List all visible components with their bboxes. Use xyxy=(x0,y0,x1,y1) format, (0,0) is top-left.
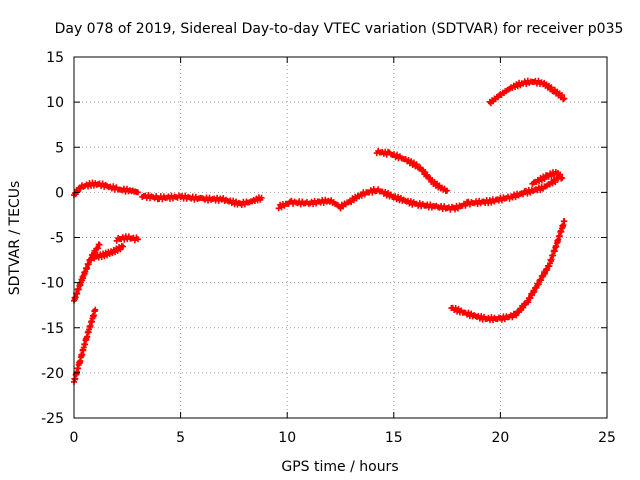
series-track-b xyxy=(139,192,265,208)
data-point xyxy=(561,218,568,225)
data-point xyxy=(520,304,527,311)
data-point xyxy=(513,312,520,319)
data-point xyxy=(96,241,103,248)
x-tick-label: 20 xyxy=(491,430,509,446)
y-tick-label: -10 xyxy=(41,276,64,292)
data-point xyxy=(288,197,295,204)
y-tick-label: -5 xyxy=(50,231,64,247)
data-point xyxy=(99,180,106,187)
data-point xyxy=(120,243,127,250)
data-point xyxy=(134,189,141,196)
data-point xyxy=(134,236,141,243)
y-tick-label: -20 xyxy=(41,366,64,382)
series-track-c xyxy=(275,175,561,213)
data-point xyxy=(110,183,117,190)
data-point xyxy=(451,206,458,213)
x-axis-label: GPS time / hours xyxy=(281,459,398,475)
series-track-j xyxy=(448,218,568,324)
data-point xyxy=(395,193,402,200)
data-point xyxy=(559,174,566,181)
y-tick-label: -15 xyxy=(41,321,64,337)
data-point xyxy=(524,190,531,197)
data-point xyxy=(182,192,189,199)
data-point xyxy=(509,314,516,321)
y-tick-label: 0 xyxy=(55,185,64,201)
data-point xyxy=(558,92,565,99)
data-point xyxy=(74,188,81,195)
x-tick-label: 25 xyxy=(598,430,616,446)
data-point xyxy=(275,205,282,212)
data-point xyxy=(416,200,423,207)
data-point xyxy=(427,201,434,208)
series-track-c-upper xyxy=(529,168,566,187)
data-point xyxy=(545,173,552,180)
data-point xyxy=(444,187,451,194)
data-point xyxy=(462,202,469,209)
data-series xyxy=(71,77,568,385)
series-track-d xyxy=(373,147,451,195)
data-point xyxy=(145,192,152,199)
y-tick-label: 10 xyxy=(46,95,64,111)
data-point xyxy=(519,191,526,198)
data-point xyxy=(77,185,84,192)
chart-title: Day 078 of 2019, Sidereal Day-to-day VTE… xyxy=(55,21,624,37)
y-tick-label: -25 xyxy=(41,411,64,427)
data-point xyxy=(498,197,505,204)
data-point xyxy=(241,201,248,208)
plot-frame xyxy=(73,56,608,419)
data-point xyxy=(552,179,559,186)
data-point xyxy=(407,198,414,205)
data-point xyxy=(258,194,265,201)
y-axis-label: SDTVAR / TECUs xyxy=(7,181,23,296)
data-point xyxy=(452,305,459,312)
y-tick-label: 15 xyxy=(46,50,64,66)
series-track-g xyxy=(88,242,127,263)
series-track-e xyxy=(486,77,568,107)
data-point xyxy=(523,81,530,88)
series-track-a xyxy=(71,179,141,199)
data-point xyxy=(478,313,485,320)
data-point xyxy=(94,245,101,252)
data-point xyxy=(413,161,420,168)
data-point xyxy=(557,171,564,178)
data-point xyxy=(382,188,389,195)
series-track-h xyxy=(113,233,141,244)
data-point xyxy=(88,256,95,263)
data-point xyxy=(92,306,99,313)
y-axis-ticks: -25 -20 -15 -10 -5 0 5 10 15 xyxy=(41,50,607,427)
data-point xyxy=(465,309,472,316)
data-point xyxy=(488,199,495,206)
y-tick-label: 5 xyxy=(55,140,64,156)
x-tick-label: 10 xyxy=(278,430,296,446)
data-point xyxy=(541,176,548,183)
x-tick-label: 0 xyxy=(70,430,79,446)
data-point xyxy=(548,84,555,91)
data-point xyxy=(320,199,327,206)
series-track-f xyxy=(71,241,103,304)
x-tick-label: 15 xyxy=(385,430,403,446)
grid-lines xyxy=(74,57,607,418)
x-axis-ticks: 0 5 10 15 20 25 xyxy=(70,57,616,446)
x-tick-label: 5 xyxy=(176,430,185,446)
data-point xyxy=(535,77,542,84)
data-point xyxy=(561,95,568,102)
